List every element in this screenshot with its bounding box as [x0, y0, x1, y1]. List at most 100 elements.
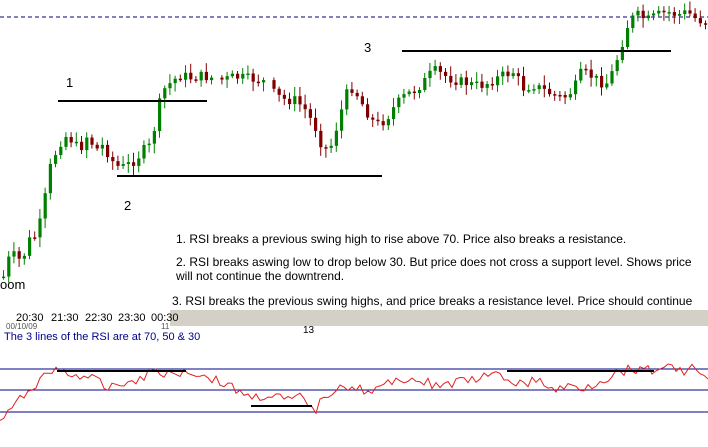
candle-body: [584, 68, 588, 71]
candle-body: [527, 90, 531, 92]
time-axis: [0, 310, 708, 326]
candle-body: [428, 70, 432, 79]
price-chart: [0, 1, 708, 283]
candle-body: [501, 71, 505, 77]
candle-body: [459, 77, 463, 85]
candle-body: [256, 81, 260, 84]
candle-body: [558, 94, 562, 97]
candle-body: [402, 94, 406, 98]
candle-body: [152, 131, 156, 144]
candle-body: [407, 91, 411, 95]
candle-body: [298, 96, 302, 105]
watermark-fragment: oom: [0, 277, 26, 292]
candle-body: [329, 145, 333, 148]
x-tick-label: 00:30: [151, 312, 179, 324]
candle-body: [132, 162, 136, 166]
candle-body: [480, 81, 484, 88]
candle-body: [605, 83, 609, 88]
candle-body: [600, 75, 604, 88]
candle-body: [116, 161, 120, 166]
candle-body: [95, 144, 99, 149]
candle-body: [475, 81, 479, 84]
time-axis-labels-bg: [0, 310, 170, 326]
candle-body: [470, 82, 474, 86]
candle-body: [210, 77, 214, 81]
candle-body: [121, 164, 125, 166]
candle-body: [626, 28, 630, 47]
candle-body: [568, 94, 572, 98]
candle-body: [246, 73, 250, 75]
candle-body: [48, 163, 52, 194]
candle-body: [324, 147, 328, 149]
annotation-2: 2. RSI breaks aswing low to drop below 3…: [176, 255, 692, 283]
candle-body: [464, 77, 468, 86]
marker-2: 2: [124, 198, 132, 213]
candle-body: [85, 137, 89, 151]
candle-body: [438, 66, 442, 72]
candle-body: [579, 68, 583, 81]
candle-body: [574, 80, 578, 95]
candle-body: [386, 119, 390, 126]
candle-body: [7, 256, 11, 277]
x-tick-label: 22:30: [85, 312, 113, 324]
candle-body: [657, 10, 661, 14]
candle-body: [2, 276, 6, 279]
candle-body: [516, 73, 520, 77]
candle-body: [485, 84, 489, 88]
candle-body: [22, 255, 26, 259]
candle-body: [236, 73, 240, 79]
candle-body: [360, 96, 364, 105]
marker-3: 3: [364, 40, 372, 55]
candle-body: [303, 104, 307, 110]
candle-body: [548, 88, 552, 95]
candle-body: [106, 144, 110, 158]
candle-body: [319, 130, 323, 148]
rsi-line: [0, 363, 708, 421]
candle-body: [662, 10, 666, 13]
candle-body: [74, 141, 78, 144]
candle-body: [33, 237, 37, 239]
candle-body: [28, 237, 32, 256]
candle-body: [262, 80, 266, 83]
candle-body: [423, 78, 427, 91]
candle-body: [59, 146, 63, 156]
candle-body: [288, 98, 292, 105]
annotation-1: 1. RSI breaks a previous swing high to r…: [176, 232, 627, 246]
candle-body: [693, 13, 697, 19]
candle-body: [241, 73, 245, 79]
candle-body: [12, 251, 16, 257]
candle-body: [80, 141, 84, 151]
candle-body: [277, 88, 281, 95]
candle-body: [506, 71, 510, 77]
candle-body: [454, 82, 458, 85]
candle-body: [511, 73, 515, 77]
candle-body: [366, 104, 370, 118]
candle-body: [251, 73, 255, 82]
candle-body: [199, 71, 203, 81]
candle-body: [397, 97, 401, 108]
candle-body: [142, 144, 146, 159]
candle-body: [371, 117, 375, 120]
candle-body: [355, 92, 359, 97]
candle-body: [678, 14, 682, 16]
x-tick-label: 21:30: [51, 312, 79, 324]
candle-body: [308, 109, 312, 118]
candle-body: [350, 89, 354, 93]
candlesticks: [2, 1, 708, 283]
candle-body: [433, 66, 437, 71]
candle-body: [230, 73, 234, 77]
x-tick-label: 20:30: [16, 312, 44, 324]
candle-body: [641, 10, 645, 19]
candle-body: [17, 251, 21, 259]
candle-body: [178, 78, 182, 81]
candle-body: [38, 218, 42, 238]
candle-body: [194, 79, 198, 81]
candle-body: [672, 12, 676, 16]
candle-body: [54, 155, 58, 164]
candle-body: [646, 15, 650, 19]
candle-body: [314, 117, 318, 131]
candle-body: [376, 119, 380, 122]
candle-body: [43, 193, 47, 219]
candle-body: [537, 85, 541, 90]
candle-body: [704, 23, 708, 25]
